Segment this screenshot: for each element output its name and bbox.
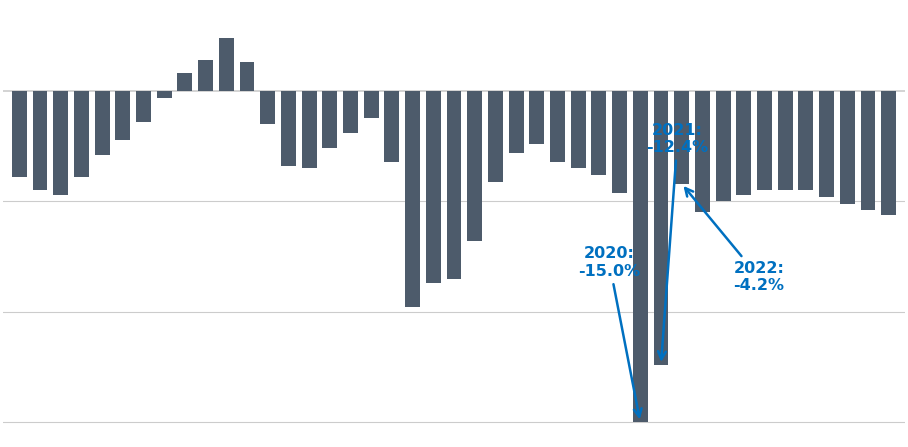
Bar (881, 91, 896, 215)
Bar (261, 91, 275, 124)
Bar (12, 91, 27, 177)
Text: 2020:
-15.0%: 2020: -15.0% (578, 246, 642, 417)
Bar (157, 91, 172, 98)
Bar (115, 91, 130, 139)
Bar (550, 91, 565, 162)
Bar (529, 91, 544, 144)
Bar (219, 38, 233, 91)
Bar (488, 91, 503, 181)
Bar (281, 91, 296, 166)
Bar (301, 91, 317, 169)
Bar (798, 91, 814, 190)
Bar (716, 91, 731, 202)
Bar (633, 91, 647, 422)
Bar (695, 91, 710, 212)
Bar (198, 60, 213, 91)
Bar (177, 73, 192, 91)
Bar (33, 91, 47, 190)
Bar (322, 91, 337, 148)
Bar (591, 91, 607, 175)
Bar (240, 63, 254, 91)
Bar (861, 91, 875, 210)
Bar (94, 91, 110, 155)
Bar (675, 91, 689, 184)
Bar (468, 91, 482, 241)
Bar (778, 91, 793, 190)
Bar (447, 91, 461, 278)
Bar (840, 91, 854, 204)
Bar (612, 91, 627, 193)
Bar (364, 91, 379, 118)
Bar (819, 91, 834, 197)
Text: 2022:
-4.2%: 2022: -4.2% (686, 188, 785, 293)
Bar (384, 91, 400, 162)
Bar (571, 91, 586, 169)
Bar (736, 91, 751, 195)
Bar (426, 91, 440, 283)
Bar (508, 91, 524, 153)
Bar (343, 91, 358, 133)
Bar (654, 91, 668, 365)
Bar (136, 91, 151, 122)
Bar (74, 91, 89, 177)
Bar (757, 91, 772, 190)
Bar (405, 91, 420, 308)
Text: 2021:
-12.4%: 2021: -12.4% (646, 122, 708, 359)
Bar (54, 91, 68, 195)
